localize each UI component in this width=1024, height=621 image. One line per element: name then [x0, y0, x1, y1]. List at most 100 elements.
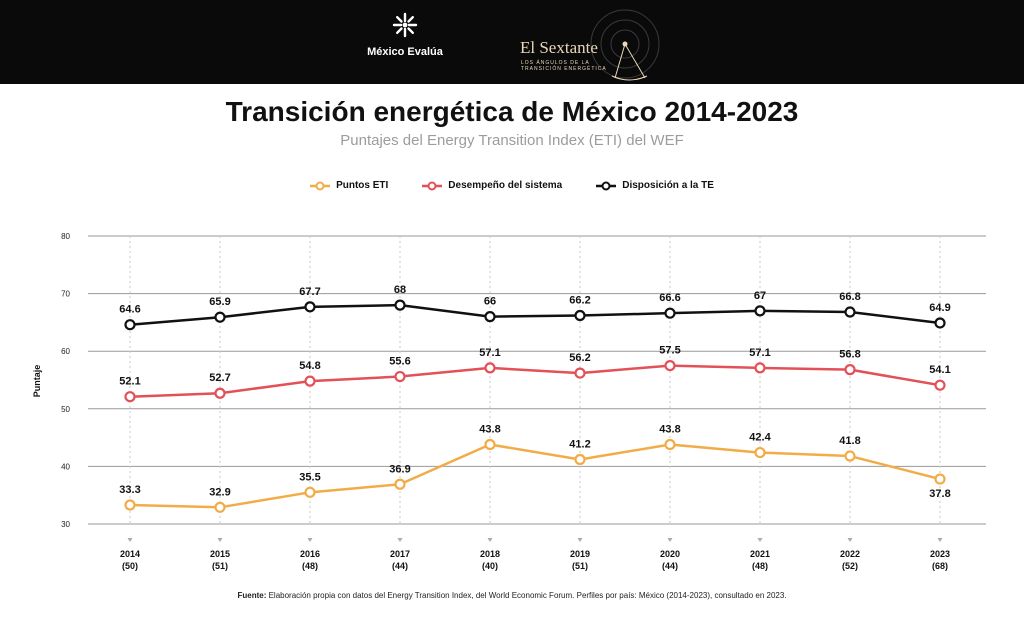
x-tick-label: 2023: [930, 549, 950, 559]
x-tick-marker: [937, 538, 943, 542]
data-label: 64.9: [929, 302, 950, 314]
data-point: [754, 305, 766, 317]
x-tick-label: 2021: [750, 549, 770, 559]
data-point: [754, 362, 766, 374]
data-point: [124, 391, 136, 403]
series-line: [129, 303, 941, 326]
y-tick-label: 60: [61, 347, 70, 356]
data-label: 54.8: [299, 360, 320, 372]
data-label: 43.8: [479, 424, 500, 436]
data-point: [754, 446, 766, 459]
x-tick-sublabel: (48): [752, 561, 768, 571]
data-point: [844, 306, 856, 318]
brand-right-tagline: LOS ÁNGULOS DE LA TRANSICIÓN ENERGÉTICA: [521, 60, 607, 72]
data-label: 66.2: [569, 294, 590, 306]
y-tick-label: 70: [61, 290, 70, 299]
data-label: 55.6: [389, 356, 410, 368]
x-tick-marker: [127, 538, 133, 542]
data-point: [574, 453, 586, 466]
x-tick-label: 2017: [390, 549, 410, 559]
legend-item-desempeno: Desempeño del sistema: [422, 180, 562, 191]
x-tick-label: 2015: [210, 549, 230, 559]
data-label: 54.1: [929, 364, 950, 376]
legend-item-puntos-eti: Puntos ETI: [310, 180, 388, 191]
x-tick-label: 2022: [840, 549, 860, 559]
series-line: [129, 364, 941, 398]
x-tick-label: 2019: [570, 549, 590, 559]
data-point: [664, 307, 676, 319]
data-point: [394, 370, 406, 383]
data-point: [844, 450, 856, 462]
data-point: [394, 478, 406, 490]
data-label: 41.2: [569, 438, 590, 450]
legend-marker-icon: [596, 181, 617, 190]
mexico-evalua-logo: México Evalúa: [360, 10, 450, 58]
data-label: 66.6: [659, 292, 680, 304]
data-label: 68: [394, 284, 406, 296]
data-label: 52.1: [119, 376, 140, 388]
data-point: [574, 367, 586, 379]
x-tick-sublabel: (52): [842, 561, 858, 571]
data-label: 32.9: [209, 486, 230, 498]
x-tick-sublabel: (68): [932, 561, 948, 571]
y-tick-label: 30: [61, 520, 70, 529]
source-note: Fuente: Elaboración propia con datos del…: [0, 591, 1024, 600]
data-label: 41.8: [839, 435, 860, 447]
chart-title: Transición energética de México 2014-202…: [225, 96, 799, 127]
data-label: 57.1: [749, 347, 770, 359]
legend-label: Disposición a la TE: [622, 180, 714, 191]
x-tick-sublabel: (44): [662, 561, 678, 571]
x-tick-marker: [577, 538, 583, 542]
data-label: 56.8: [839, 349, 860, 361]
data-point: [934, 379, 946, 391]
sextant-icon: [590, 9, 660, 81]
y-tick-label: 80: [61, 232, 70, 241]
data-label: 66.8: [839, 291, 860, 303]
data-label: 57.1: [479, 347, 500, 359]
x-tick-marker: [217, 538, 223, 542]
data-label: 65.9: [209, 296, 230, 308]
x-tick-marker: [757, 538, 763, 542]
data-label: 37.8: [929, 488, 950, 500]
x-tick-sublabel: (48): [302, 561, 318, 571]
data-label: 35.5: [299, 471, 320, 483]
x-tick-label: 2020: [660, 549, 680, 559]
x-tick-label: 2014: [120, 549, 140, 559]
data-point: [124, 499, 136, 511]
data-point: [124, 319, 136, 331]
data-point: [664, 360, 676, 372]
header-bar: México Evalúa El Sextante LOS ÁNGULOS DE…: [0, 0, 1024, 84]
el-sextante-logo: El Sextante LOS ÁNGULOS DE LA TRANSICIÓN…: [515, 4, 665, 82]
brand-right-name: El Sextante: [520, 38, 598, 57]
x-tick-marker: [667, 538, 673, 542]
data-point: [304, 301, 316, 313]
data-label: 57.5: [659, 345, 680, 357]
data-point: [484, 362, 496, 374]
data-label: 64.6: [119, 304, 140, 316]
data-label: 56.2: [569, 352, 590, 364]
data-label: 36.9: [389, 463, 410, 475]
tagline-line-1: LOS ÁNGULOS DE LA: [521, 60, 590, 66]
data-label: 67: [754, 290, 766, 302]
tagline-line-2: TRANSICIÓN ENERGÉTICA: [521, 66, 607, 72]
brand-left-name: México Evalúa: [367, 46, 443, 58]
data-label: 52.7: [209, 372, 230, 384]
data-point: [214, 501, 226, 513]
x-tick-label: 2018: [480, 549, 500, 559]
x-tick-marker: [487, 538, 493, 542]
data-label: 43.8: [659, 424, 680, 436]
x-tick-marker: [847, 538, 853, 542]
data-point: [394, 299, 406, 311]
x-tick-label: 2016: [300, 549, 320, 559]
chart-subtitle: Puntajes del Energy Transition Index (ET…: [340, 132, 684, 149]
legend-marker-icon: [310, 181, 331, 190]
source-label: Fuente:: [237, 591, 267, 600]
y-tick-label: 50: [61, 405, 70, 414]
data-point: [304, 375, 316, 387]
data-point: [934, 317, 946, 329]
y-tick-label: 40: [61, 462, 70, 471]
data-label: 42.4: [749, 432, 771, 444]
data-point: [214, 387, 226, 399]
x-tick-sublabel: (44): [392, 561, 408, 571]
